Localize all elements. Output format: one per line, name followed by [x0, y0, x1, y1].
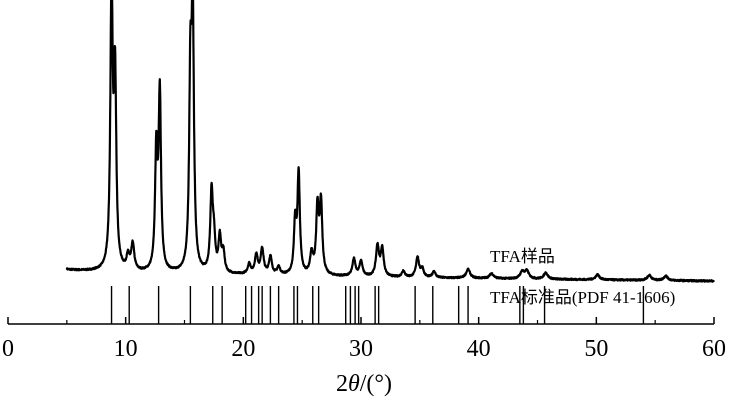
sample-pattern-group: [65, 0, 715, 283]
series-label-reference: TFA标准品(PDF 41-1606): [490, 288, 675, 307]
x-tick-label: 30: [349, 336, 373, 362]
x-tick-label: 10: [114, 336, 138, 362]
x-ticks-group: 0 10 20 30 40 50 60: [2, 317, 726, 362]
reference-sticks-group: [110, 286, 645, 324]
x-tick-label: 20: [231, 336, 255, 362]
x-axis-title-suffix: /(°): [360, 371, 392, 397]
series-label-sample: TFA样品: [490, 247, 555, 266]
x-tick-label: 50: [584, 336, 608, 362]
x-tick-label: 60: [702, 336, 726, 362]
x-axis-title-prefix: 2: [336, 371, 348, 397]
x-axis-title-symbol: θ: [348, 371, 360, 397]
x-tick-label: 0: [2, 336, 14, 362]
x-tick-label: 40: [467, 336, 491, 362]
series-line-sample: [65, 0, 715, 283]
x-axis-title: 2θ/(°): [336, 371, 392, 397]
